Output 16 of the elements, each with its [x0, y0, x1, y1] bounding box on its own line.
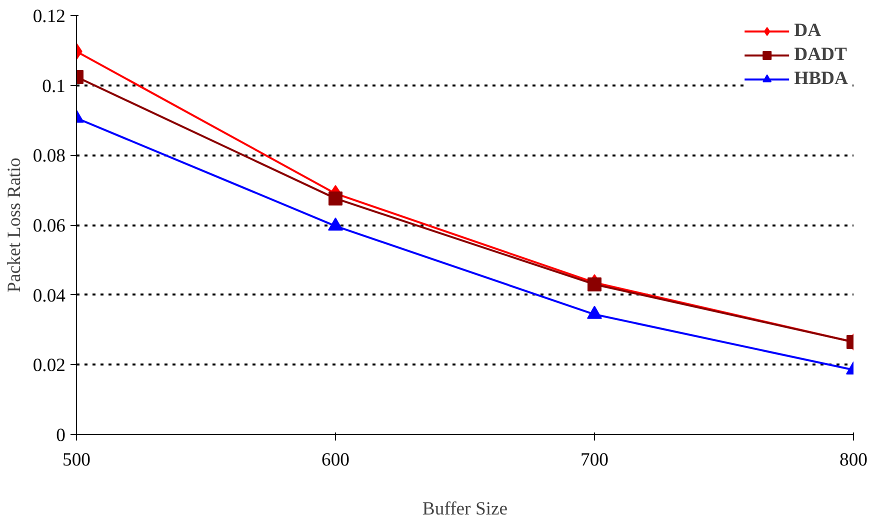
y-tick-label: 0.02 — [32, 355, 66, 376]
legend-label: DA — [794, 20, 822, 42]
x-axis-title: Buffer Size — [422, 498, 508, 520]
y-tick-label: 0.04 — [32, 285, 66, 306]
y-tick-label: 0 — [56, 425, 66, 446]
legend-label: HBDA — [794, 68, 848, 90]
y-tick-label: 0.08 — [32, 146, 66, 167]
x-tick-label: 500 — [62, 450, 90, 470]
x-tick-label: 800 — [840, 450, 868, 470]
x-tick-label: 700 — [580, 450, 608, 470]
x-tick-label: 600 — [322, 450, 350, 470]
y-tick-label: 0.06 — [32, 216, 66, 236]
y-tick-label: 0.12 — [32, 6, 66, 27]
y-tick-label: 0.1 — [42, 76, 66, 97]
legend-label: DADT — [794, 44, 847, 66]
y-axis-title: Packet Loss Ratio — [4, 158, 25, 292]
